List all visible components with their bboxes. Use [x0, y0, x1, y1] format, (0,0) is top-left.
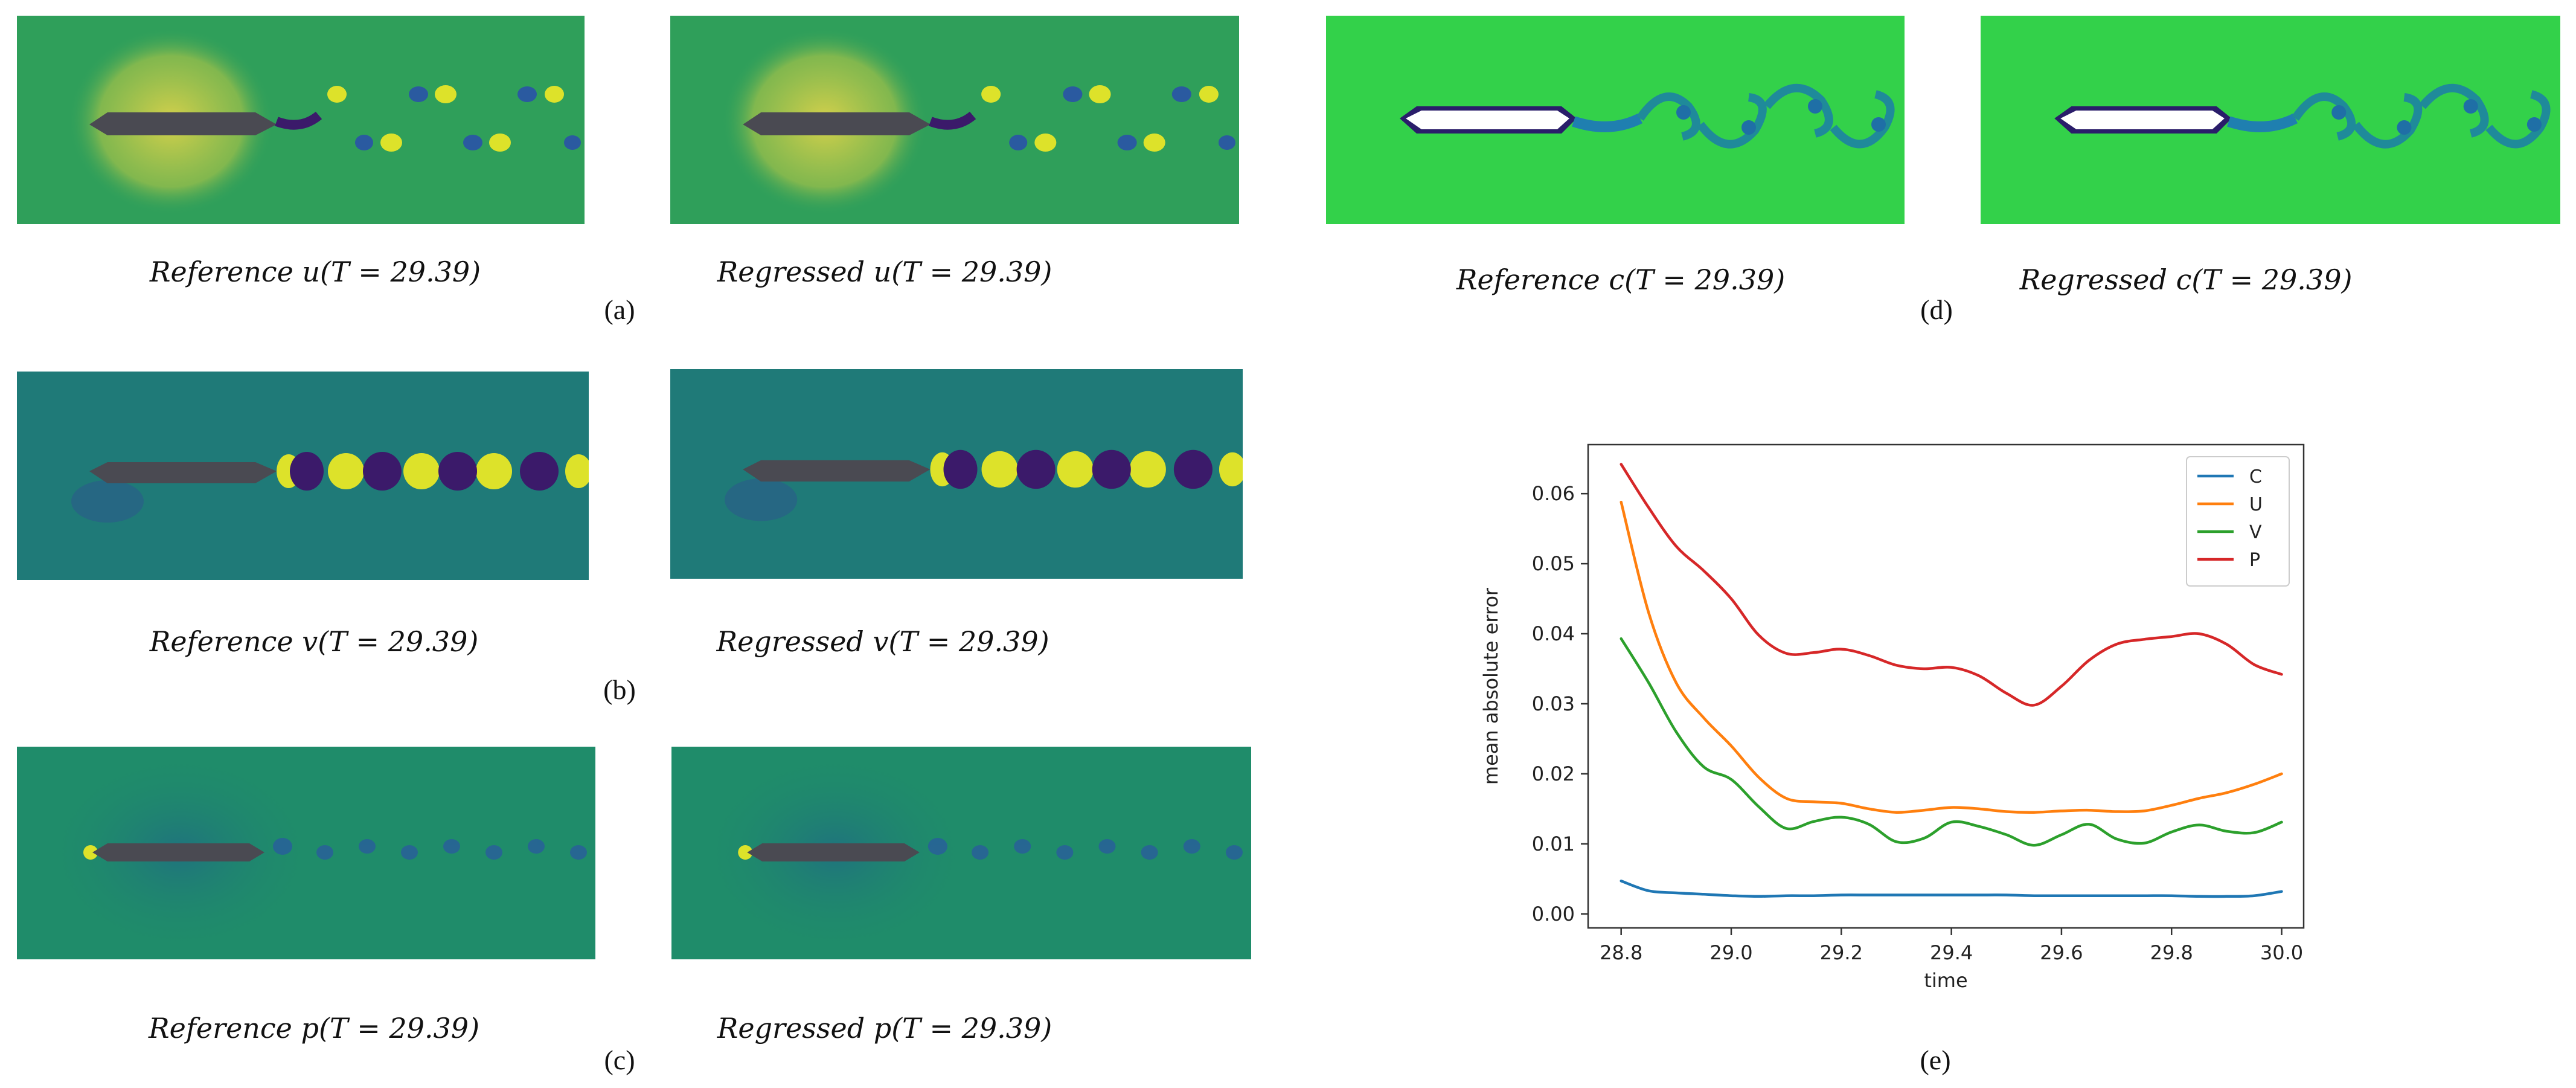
y-tick-label: 0.06: [1532, 482, 1575, 505]
x-tick-label: 28.8: [1600, 941, 1642, 964]
x-tick-label: 29.8: [2150, 941, 2193, 964]
caption-c-regressed: Regressed c(T = 29.39): [2019, 263, 2353, 296]
field-p-reference: [17, 747, 595, 959]
field-c-reference: [1326, 16, 1905, 224]
caption-u-reference: Reference u(T = 29.39): [149, 256, 481, 288]
field-c-regressed: [1981, 16, 2560, 224]
label-b: (b): [603, 674, 636, 705]
legend-box: [2186, 456, 2290, 587]
y-axis-label: mean absolute error: [1479, 587, 1502, 785]
caption-p-regressed: Regressed p(T = 29.39): [717, 1012, 1053, 1045]
caption-u-regressed: Regressed u(T = 29.39): [717, 256, 1053, 288]
label-c: (c): [604, 1045, 635, 1075]
field-p-regressed: [671, 747, 1251, 959]
legend-label-p: P: [2249, 550, 2260, 571]
caption-p-reference: Reference p(T = 29.39): [148, 1012, 480, 1045]
series-line-c: [1620, 880, 2283, 898]
x-axis-label: time: [1924, 969, 1967, 992]
x-tick-label: 29.2: [1820, 941, 1863, 964]
legend-label-v: V: [2249, 522, 2262, 543]
label-e: (e): [1920, 1045, 1951, 1075]
y-tick-label: 0.05: [1532, 552, 1575, 575]
error-line-chart: 28.8 29.0 29.2 29.4 29.6 29.8 30.0 0.00 0.01 0.02…: [1479, 443, 2305, 992]
caption-v-reference: Reference v(T = 29.39): [149, 625, 479, 658]
series-line-p: [1620, 463, 2283, 707]
legend-label-u: U: [2249, 494, 2263, 515]
field-u-reference: [17, 16, 585, 224]
y-tick-label: 0.01: [1532, 832, 1575, 855]
x-tick-label: 30.0: [2260, 941, 2303, 964]
x-tick-label: 29.4: [1930, 941, 1973, 964]
label-d: (d): [1920, 294, 1953, 325]
field-u-regressed: [670, 16, 1239, 224]
legend-label-c: C: [2249, 466, 2262, 488]
y-tick-label: 0.03: [1532, 692, 1575, 715]
series-line-u: [1620, 500, 2283, 814]
y-tick-label: 0.04: [1532, 622, 1575, 645]
field-v-reference: [17, 372, 589, 580]
caption-v-regressed: Regressed v(T = 29.39): [716, 625, 1049, 658]
y-tick-label: 0.02: [1532, 762, 1575, 785]
label-a: (a): [604, 294, 635, 325]
series-line-v: [1620, 637, 2283, 847]
x-tick-label: 29.0: [1709, 941, 1752, 964]
y-tick-label: 0.00: [1532, 903, 1575, 925]
x-tick-label: 29.6: [2040, 941, 2083, 964]
caption-c-reference: Reference c(T = 29.39): [1456, 263, 1786, 296]
plot-frame: [1587, 443, 2305, 929]
field-v-regressed: [670, 369, 1243, 579]
